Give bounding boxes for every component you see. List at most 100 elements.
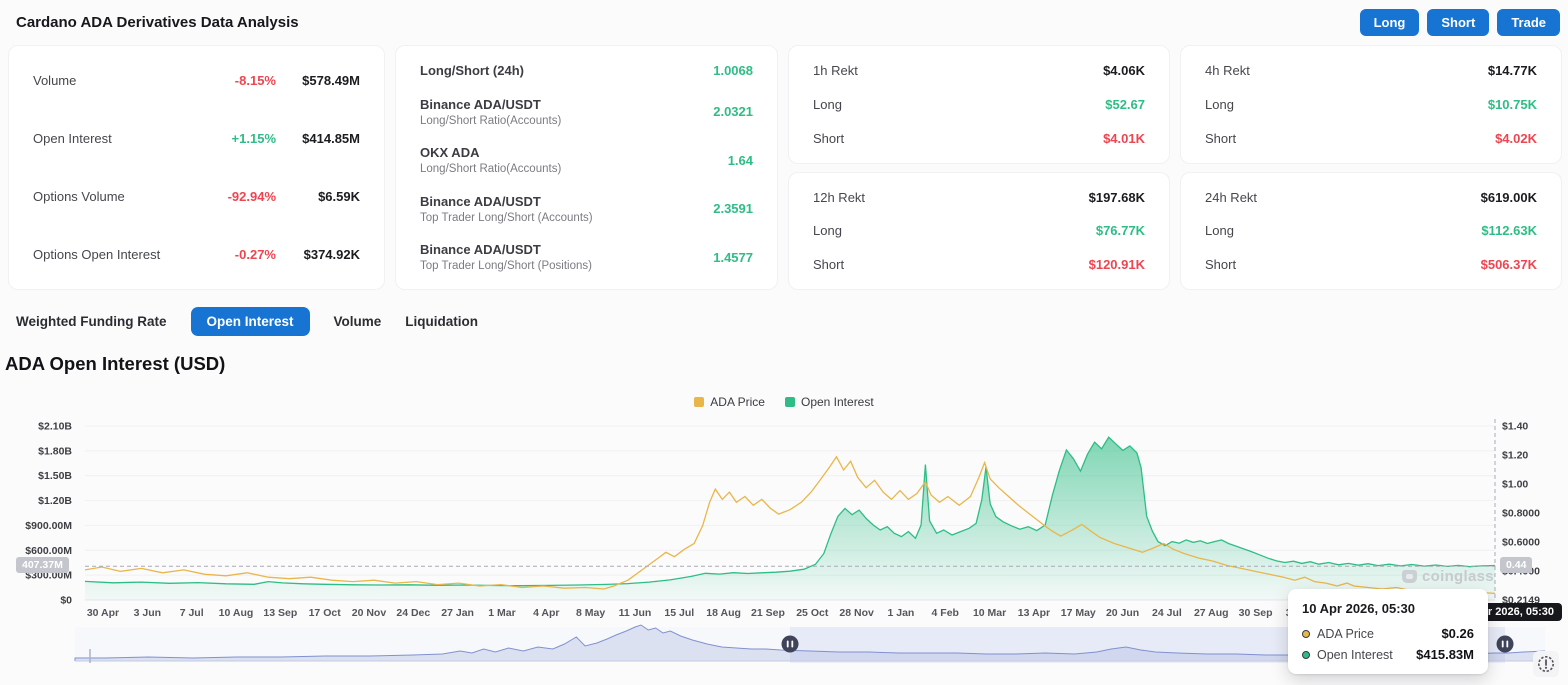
svg-text:13 Apr: 13 Apr xyxy=(1018,607,1050,619)
short-button[interactable]: Short xyxy=(1427,9,1489,36)
svg-text:17 Oct: 17 Oct xyxy=(309,607,342,619)
svg-text:24 Dec: 24 Dec xyxy=(396,607,430,619)
legend-swatch-green xyxy=(785,397,795,407)
stat-label: Open Interest xyxy=(33,131,204,146)
chart-settings-icon[interactable] xyxy=(1533,651,1559,677)
svg-text:$900.00M: $900.00M xyxy=(25,520,72,532)
trade-button[interactable]: Trade xyxy=(1497,9,1560,36)
coinglass-logo-icon xyxy=(1402,570,1417,583)
tooltip-value: $415.83M xyxy=(1416,647,1474,662)
svg-text:$1.50B: $1.50B xyxy=(38,470,72,482)
current-price-badge: 0.44 xyxy=(1500,557,1532,573)
chart-tooltip: 10 Apr 2026, 05:30 ADA Price $0.26 Open … xyxy=(1288,589,1488,674)
legend-item-ada-price[interactable]: ADA Price xyxy=(694,395,765,409)
rekt-short-value: $120.91K xyxy=(1089,257,1145,272)
stat-row-options-volume: Options Volume -92.94% $6.59K xyxy=(33,189,360,204)
tab-weighted-funding-rate[interactable]: Weighted Funding Rate xyxy=(16,314,167,329)
svg-text:4 Apr: 4 Apr xyxy=(533,607,559,619)
svg-text:20 Jun: 20 Jun xyxy=(1106,607,1139,619)
ratio-label: Binance ADA/USDT xyxy=(420,97,713,112)
svg-text:$1.00: $1.00 xyxy=(1502,479,1528,491)
rekt-short-label: Short xyxy=(1205,257,1481,272)
svg-text:$0.6000: $0.6000 xyxy=(1502,537,1540,549)
header: Cardano ADA Derivatives Data Analysis Lo… xyxy=(0,0,1568,45)
chart-legend: ADA Price Open Interest xyxy=(0,395,1568,409)
coinglass-watermark: coinglass xyxy=(1402,568,1494,585)
tab-volume[interactable]: Volume xyxy=(334,314,382,329)
rekt-long-label: Long xyxy=(813,223,1096,238)
svg-text:25 Oct: 25 Oct xyxy=(796,607,829,619)
navigator-handle-right[interactable] xyxy=(1497,636,1514,653)
rekt-long-value: $112.63K xyxy=(1481,223,1537,238)
rekt-short-label: Short xyxy=(1205,131,1495,146)
ratio-row: OKX ADA Long/Short Ratio(Accounts) 1.64 xyxy=(420,145,753,175)
stat-value: $374.92K xyxy=(276,247,360,262)
svg-text:$600.00M: $600.00M xyxy=(25,545,72,557)
tooltip-row-price: ADA Price $0.26 xyxy=(1302,626,1474,641)
tab-open-interest[interactable]: Open Interest xyxy=(191,307,310,336)
ratio-sublabel: Long/Short Ratio(Accounts) xyxy=(420,115,713,127)
rekt-long-value: $10.75K xyxy=(1488,97,1537,112)
rekt-long-label: Long xyxy=(1205,97,1488,112)
svg-text:24 Jul: 24 Jul xyxy=(1152,607,1182,619)
ratio-sublabel: Top Trader Long/Short (Positions) xyxy=(420,260,713,272)
ratio-row: Binance ADA/USDT Long/Short Ratio(Accoun… xyxy=(420,97,753,127)
stat-value: $578.49M xyxy=(276,73,360,88)
svg-text:$1.40: $1.40 xyxy=(1502,421,1528,433)
tooltip-label: ADA Price xyxy=(1317,627,1434,641)
ratio-value: 1.0068 xyxy=(713,63,753,78)
stat-change: -92.94% xyxy=(204,189,276,204)
header-actions: Long Short Trade xyxy=(1360,9,1560,36)
rekt-short-label: Short xyxy=(813,257,1089,272)
rekt-short-value: $4.01K xyxy=(1103,131,1145,146)
ratio-value: 1.64 xyxy=(728,153,753,168)
ratio-row: Binance ADA/USDT Top Trader Long/Short (… xyxy=(420,194,753,224)
rekt-title: 24h Rekt xyxy=(1205,190,1481,205)
ratio-row: Binance ADA/USDT Top Trader Long/Short (… xyxy=(420,242,753,272)
chart-tabs: Weighted Funding Rate Open Interest Volu… xyxy=(16,306,1568,336)
stat-change: +1.15% xyxy=(204,131,276,146)
rekt-column-2: 4h Rekt$14.77K Long$10.75K Short$4.02K 2… xyxy=(1180,45,1562,290)
rekt-total: $619.00K xyxy=(1481,190,1537,205)
market-stats-card: Volume -8.15% $578.49M Open Interest +1.… xyxy=(8,45,385,290)
svg-text:11 Jun: 11 Jun xyxy=(619,607,652,619)
stat-label: Options Volume xyxy=(33,189,204,204)
open-interest-chart: ADA Price Open Interest $0$300.00M$600.0… xyxy=(0,387,1568,684)
svg-text:28 Nov: 28 Nov xyxy=(839,607,874,619)
ratio-label: OKX ADA xyxy=(420,145,728,160)
tooltip-row-open-interest: Open Interest $415.83M xyxy=(1302,647,1474,662)
stat-value: $414.85M xyxy=(276,131,360,146)
ratio-value: 2.3591 xyxy=(713,201,753,216)
legend-label: ADA Price xyxy=(710,395,765,409)
stat-row-open-interest: Open Interest +1.15% $414.85M xyxy=(33,131,360,146)
rekt-short-value: $506.37K xyxy=(1481,257,1537,272)
ratio-row: Long/Short (24h) 1.0068 xyxy=(420,63,753,78)
svg-text:7 Jul: 7 Jul xyxy=(180,607,204,619)
svg-text:13 Sep: 13 Sep xyxy=(263,607,297,619)
rekt-title: 4h Rekt xyxy=(1205,63,1488,78)
rekt-long-label: Long xyxy=(813,97,1105,112)
rekt-short-label: Short xyxy=(813,131,1103,146)
svg-text:$0: $0 xyxy=(60,595,72,607)
svg-text:21 Sep: 21 Sep xyxy=(751,607,785,619)
svg-text:8 May: 8 May xyxy=(576,607,605,619)
tab-liquidation[interactable]: Liquidation xyxy=(405,314,478,329)
stat-change: -0.27% xyxy=(204,247,276,262)
ratio-label: Binance ADA/USDT xyxy=(420,194,713,209)
svg-text:$1.80B: $1.80B xyxy=(38,445,72,457)
rekt-column-1: 1h Rekt$4.06K Long$52.67 Short$4.01K 12h… xyxy=(788,45,1170,290)
rekt-total: $4.06K xyxy=(1103,63,1145,78)
svg-text:18 Aug: 18 Aug xyxy=(706,607,741,619)
long-button[interactable]: Long xyxy=(1360,9,1420,36)
legend-swatch-yellow xyxy=(694,397,704,407)
svg-text:1 Jan: 1 Jan xyxy=(888,607,915,619)
rekt-card-24h: 24h Rekt$619.00K Long$112.63K Short$506.… xyxy=(1180,172,1562,291)
rekt-card-4h: 4h Rekt$14.77K Long$10.75K Short$4.02K xyxy=(1180,45,1562,164)
legend-item-open-interest[interactable]: Open Interest xyxy=(785,395,874,409)
rekt-short-value: $4.02K xyxy=(1495,131,1537,146)
stat-row-volume: Volume -8.15% $578.49M xyxy=(33,73,360,88)
watermark-text: coinglass xyxy=(1422,568,1494,585)
navigator-handle-left[interactable] xyxy=(782,636,799,653)
svg-text:$0.8000: $0.8000 xyxy=(1502,508,1540,520)
svg-text:$2.10B: $2.10B xyxy=(38,421,72,433)
